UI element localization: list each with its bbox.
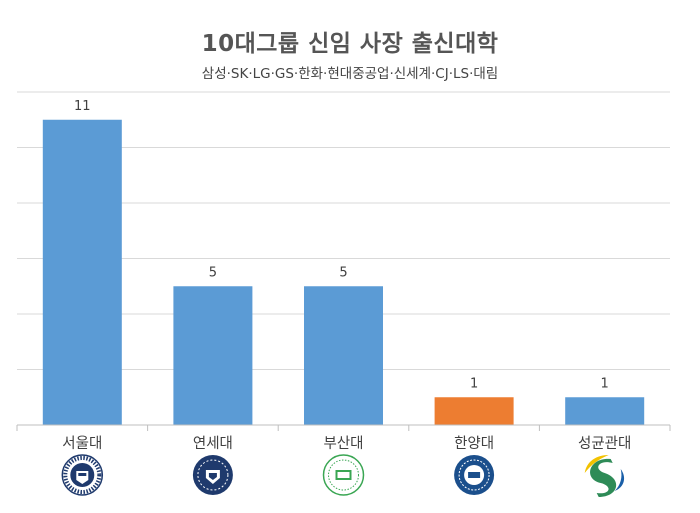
bar (42, 119, 122, 425)
x-axis-ticks (16, 425, 671, 431)
data-label: 1 (601, 376, 609, 391)
bar (173, 286, 253, 425)
seoul-national-university-emblem (61, 454, 104, 496)
yonsei-university-emblem (192, 455, 233, 495)
bar (565, 397, 645, 425)
sungkyunkwan-university-emblem (584, 455, 625, 497)
hanyang-university-emblem (454, 455, 495, 495)
category-label: 연세대 (193, 435, 233, 452)
data-label: 11 (74, 99, 91, 114)
pusan-national-university-emblem (322, 454, 365, 496)
bars (42, 119, 645, 425)
bar (304, 286, 383, 425)
category-labels: 서울대 연세대 부산대 한양대 성균관대 (62, 435, 631, 452)
data-label: 5 (339, 265, 347, 280)
data-label: 5 (209, 265, 217, 280)
chart-title: 10대그룹 신임 사장 출신대학 (201, 31, 499, 57)
category-label: 한양대 (454, 435, 494, 452)
category-label: 부산대 (323, 435, 363, 452)
university-logos (61, 454, 625, 497)
bar (434, 397, 514, 425)
category-label: 서울대 (62, 435, 102, 452)
chart-subtitle: 삼성·SK·LG·GS·한화·현대중공업·신세계·CJ·LS·대림 (201, 66, 499, 82)
value-labels: 115 51 1 (74, 99, 609, 392)
data-label: 1 (470, 376, 478, 391)
category-label: 성균관대 (578, 435, 631, 452)
